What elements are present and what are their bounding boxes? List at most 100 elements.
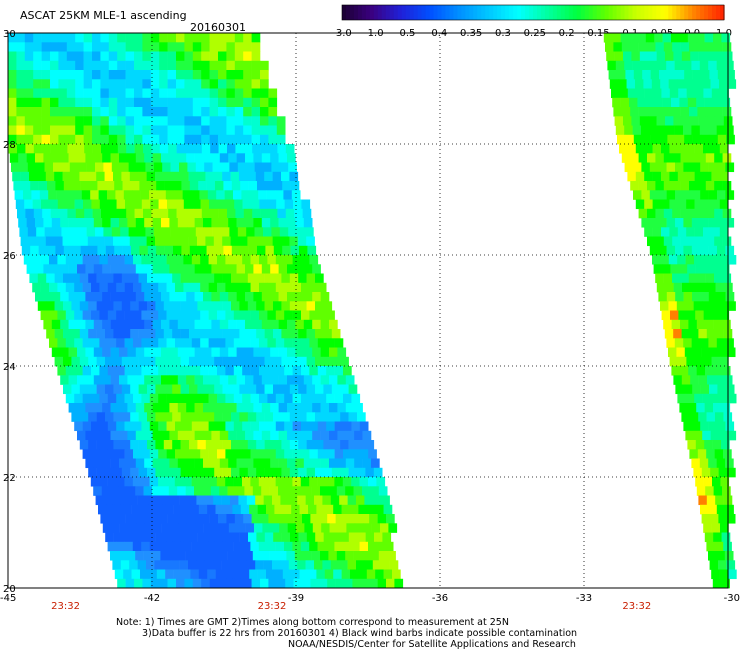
heat-cell [81, 190, 91, 200]
heat-cell [118, 486, 128, 496]
heat-cell [269, 551, 279, 561]
heat-cell [253, 375, 263, 385]
colorbar-segment [568, 5, 574, 20]
heat-cell [231, 440, 240, 450]
heat-cell [158, 310, 167, 321]
heat-cell [674, 60, 684, 71]
heat-cell [8, 107, 17, 117]
heat-cell [704, 532, 714, 543]
heat-cell [334, 449, 344, 459]
heat-cell [209, 88, 219, 99]
heat-cell [273, 467, 282, 478]
heat-cell [127, 292, 137, 302]
heat-cell [665, 51, 674, 62]
heat-cell [125, 125, 135, 136]
heat-cell [662, 33, 672, 43]
heat-cell [683, 384, 693, 395]
heat-cell [226, 60, 236, 71]
heat-cell [18, 218, 27, 228]
heat-cell [687, 440, 697, 450]
heat-cell [226, 79, 236, 89]
heat-cell [74, 421, 83, 432]
heat-cell [79, 171, 89, 182]
heat-cell [703, 356, 712, 367]
heat-cell [297, 560, 306, 570]
heat-cell [157, 190, 167, 200]
heat-cell [186, 458, 195, 469]
heat-cell [176, 79, 185, 89]
heat-cell [167, 199, 176, 210]
heat-cell [131, 181, 140, 191]
heat-cell [370, 551, 380, 561]
heat-cell [51, 153, 61, 163]
heat-cell [718, 514, 728, 524]
heat-cell [296, 227, 306, 237]
heat-cell [700, 190, 709, 200]
heat-cell [233, 338, 243, 348]
heat-cell [228, 347, 237, 358]
heat-cell [247, 356, 257, 367]
heat-cell [145, 227, 155, 237]
heat-cell [82, 421, 92, 432]
heat-cell [717, 70, 727, 80]
heat-cell [260, 578, 269, 589]
colorbar-segment [529, 5, 534, 20]
heat-cell [275, 449, 285, 459]
heat-cell [366, 569, 376, 580]
heat-cell [314, 560, 323, 570]
heat-cell [80, 245, 90, 256]
heat-cell [16, 70, 26, 80]
heat-cell [177, 347, 187, 358]
heat-cell [92, 208, 102, 219]
colorbar-segment [477, 5, 482, 20]
heat-cell [340, 356, 349, 367]
colorbar-segment [389, 5, 395, 20]
heat-cell [234, 97, 244, 108]
colorbar-segment [692, 5, 697, 20]
heat-cell [100, 88, 110, 99]
heat-cell [357, 412, 366, 422]
heat-cell [191, 310, 201, 321]
heat-cell [194, 218, 204, 228]
heat-cell [83, 60, 93, 71]
heat-cell [287, 292, 296, 302]
heat-cell [209, 116, 219, 126]
heat-cell [268, 107, 278, 117]
heat-cell [719, 171, 729, 182]
heat-cell [16, 134, 26, 145]
heat-cell [689, 208, 698, 219]
heat-cell [678, 356, 687, 367]
heat-cell [721, 403, 731, 413]
heat-cell [725, 245, 735, 256]
heat-cell [190, 569, 200, 580]
heat-cell [672, 42, 681, 52]
heat-cell [75, 88, 84, 99]
heat-cell [192, 51, 202, 62]
heat-cell [208, 366, 218, 376]
heat-cell [101, 144, 110, 154]
heat-cell [680, 319, 689, 330]
heat-cell [116, 310, 125, 321]
heat-cell [677, 171, 687, 182]
heat-cell [140, 569, 149, 580]
heat-cell [60, 264, 69, 274]
colorbar-segment [501, 5, 506, 20]
heat-cell [700, 218, 709, 228]
heat-cell [329, 375, 338, 385]
heat-cell [632, 125, 642, 136]
heat-cell [248, 532, 257, 543]
heat-cell [127, 218, 137, 228]
heat-cell [677, 144, 687, 154]
heat-cell [65, 338, 75, 348]
heat-cell [291, 190, 301, 200]
heat-cell [114, 245, 123, 256]
heat-cell [77, 403, 86, 413]
heat-cell [726, 560, 736, 570]
heat-cell [267, 541, 276, 552]
heat-cell [661, 227, 670, 237]
heat-cell [714, 208, 723, 219]
heat-cell [60, 218, 69, 228]
heat-cell [137, 162, 146, 173]
colorbar-segment [688, 5, 693, 20]
heat-cell [282, 504, 292, 515]
